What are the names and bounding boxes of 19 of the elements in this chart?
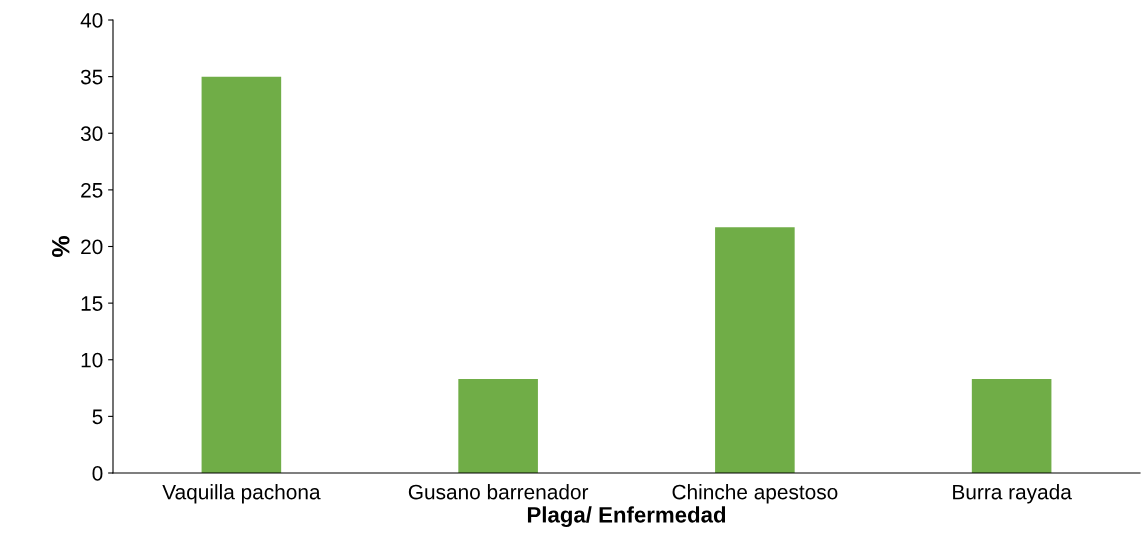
y-tick-label: 5 (92, 409, 103, 425)
y-tick-label: 30 (80, 126, 103, 141)
x-tick-label: Gusano barrenador (408, 484, 589, 500)
x-tick-label: Vaquilla pachona (162, 484, 321, 504)
y-tick-label: 20 (81, 239, 103, 255)
bar (458, 379, 538, 473)
y-tick-label: 15 (81, 296, 103, 311)
y-tick-label: 10 (81, 352, 103, 368)
bar (971, 379, 1052, 473)
x-tick-label: Chinche apestoso (672, 484, 838, 504)
x-tick-label: Burra rayada (953, 484, 1072, 504)
x-axis-title: Plaga/ Enfermedad (527, 506, 726, 528)
y-tick-label: 40 (80, 13, 103, 28)
y-tick-label: 25 (81, 182, 103, 198)
y-axis-title: % (51, 236, 70, 257)
y-tick-label: 0 (92, 466, 103, 481)
y-tick-label: 35 (80, 69, 103, 85)
bar (201, 76, 282, 473)
bar (715, 227, 795, 473)
